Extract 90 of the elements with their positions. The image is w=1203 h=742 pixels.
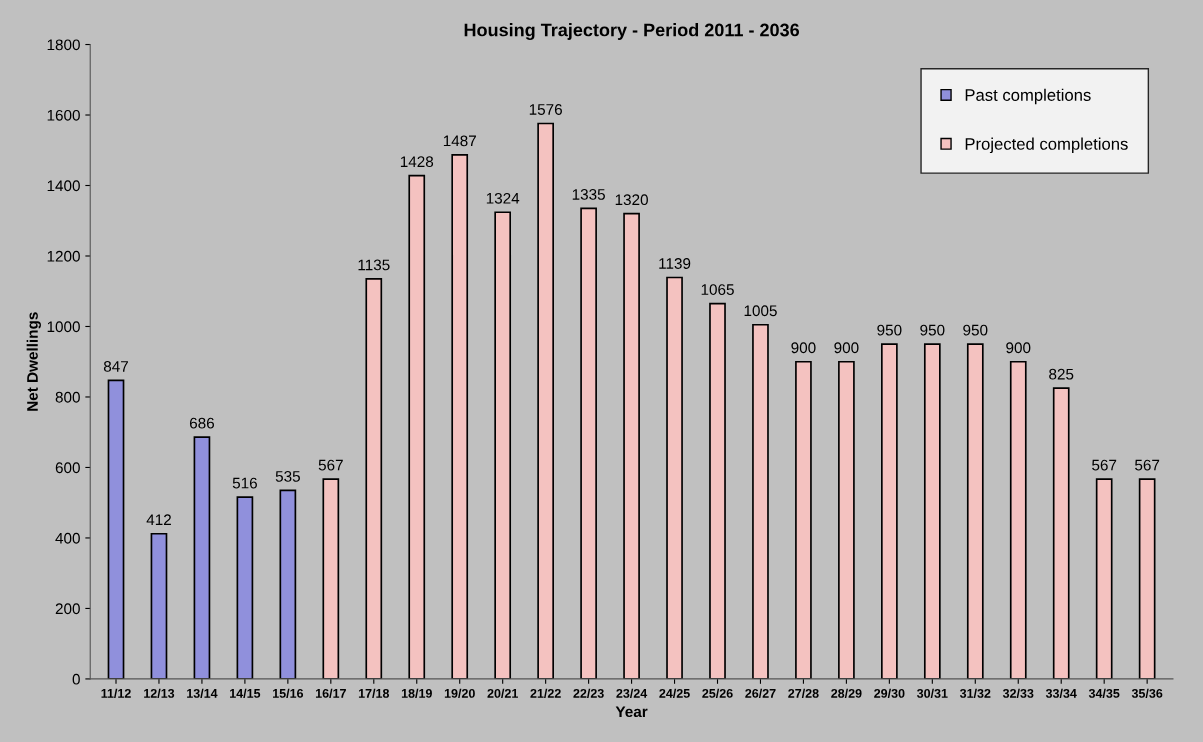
bar	[408, 174, 426, 679]
y-axis-title: Net Dwellings	[26, 312, 41, 411]
x-tick-label: 28/29	[831, 688, 862, 698]
data-label: 950	[877, 324, 902, 336]
x-tick-label: 13/14	[187, 688, 218, 698]
bar	[838, 360, 855, 679]
bar	[236, 496, 254, 679]
x-tick-label: 20/21	[487, 688, 518, 698]
x-tick-label: 21/22	[530, 688, 561, 698]
x-tick-label: 19/20	[444, 688, 475, 698]
y-tick-label: 400	[55, 532, 80, 544]
bar	[193, 436, 211, 679]
data-label: 412	[146, 514, 171, 525]
data-label: 1335	[572, 189, 605, 200]
x-tick-label: 14/15	[230, 688, 261, 698]
data-label: 1005	[744, 305, 777, 317]
data-label: 567	[1092, 459, 1117, 471]
bar	[580, 207, 597, 679]
bar	[1138, 478, 1156, 679]
y-tick-label: 1800	[47, 39, 80, 51]
bar	[107, 379, 125, 679]
data-label: 950	[920, 324, 945, 336]
x-tick-label: 23/24	[616, 688, 648, 698]
x-tick-label: 35/36	[1131, 688, 1163, 698]
data-label: 900	[791, 342, 816, 354]
bar	[365, 278, 383, 679]
x-tick-label: 22/23	[573, 688, 604, 698]
x-tick-label: 24/25	[659, 688, 690, 698]
legend-label: Past completions	[965, 88, 1091, 105]
data-label: 1487	[443, 135, 476, 147]
x-tick-label: 11/12	[101, 688, 131, 698]
x-tick-label: 26/27	[745, 688, 776, 698]
data-label: 535	[275, 470, 300, 482]
bar	[881, 343, 898, 679]
y-tick-label: 1600	[47, 109, 80, 121]
y-tick-label: 1200	[47, 250, 80, 262]
y-tick-label: 0	[72, 673, 80, 685]
x-tick-label: 18/19	[401, 688, 432, 698]
data-label: 1320	[615, 194, 648, 206]
bar	[1052, 387, 1070, 679]
x-tick-label: 29/30	[874, 688, 905, 698]
data-label: 1428	[400, 156, 434, 168]
bar	[1095, 478, 1113, 679]
data-label: 1065	[701, 284, 734, 295]
bar	[752, 323, 769, 679]
data-label: 1135	[358, 259, 390, 271]
data-label: 950	[963, 324, 988, 336]
data-label: 686	[189, 417, 215, 429]
data-label: 1576	[529, 104, 562, 115]
bar	[923, 343, 941, 679]
bar	[666, 276, 683, 679]
data-label: 516	[232, 477, 257, 489]
bar	[494, 211, 512, 679]
x-tick-label: 30/31	[916, 688, 948, 698]
bar	[966, 343, 984, 679]
x-tick-label: 34/35	[1088, 688, 1120, 698]
x-tick-label: 25/26	[702, 688, 733, 698]
y-tick-label: 1400	[47, 180, 80, 192]
x-tick-label: 12/13	[144, 688, 175, 698]
bar	[623, 212, 640, 679]
bar	[150, 532, 168, 679]
bar	[279, 489, 297, 679]
x-tick-label: 16/17	[315, 688, 346, 698]
bar	[1009, 360, 1027, 679]
data-label: 1324	[486, 192, 520, 204]
data-label: 825	[1049, 368, 1074, 380]
chart-title: Housing Trajectory - Period 2011 - 2036	[464, 23, 800, 41]
y-tick-label: 200	[55, 603, 80, 615]
x-tick-label: 31/32	[959, 688, 991, 698]
bar	[709, 302, 726, 679]
x-tick-label: 32/33	[1002, 688, 1034, 698]
x-tick-label: 17/18	[358, 688, 390, 698]
bar	[322, 478, 340, 679]
bar	[537, 122, 555, 679]
bar	[451, 154, 469, 679]
data-label: 567	[1135, 459, 1160, 471]
data-label: 847	[103, 361, 128, 372]
y-tick-label: 600	[55, 462, 80, 474]
x-tick-label: 33/34	[1045, 688, 1077, 698]
x-tick-label: 15/16	[273, 688, 304, 698]
data-label: 1139	[659, 258, 691, 269]
y-tick-label: 1000	[47, 321, 80, 333]
data-label: 900	[834, 342, 859, 354]
bar	[795, 360, 812, 679]
legend-label: Projected completions	[965, 137, 1128, 154]
x-tick-label: 27/28	[788, 688, 819, 698]
data-label: 567	[318, 459, 343, 471]
x-axis-title: Year	[615, 706, 648, 718]
y-tick-label: 800	[55, 391, 80, 403]
data-label: 900	[1006, 342, 1031, 354]
